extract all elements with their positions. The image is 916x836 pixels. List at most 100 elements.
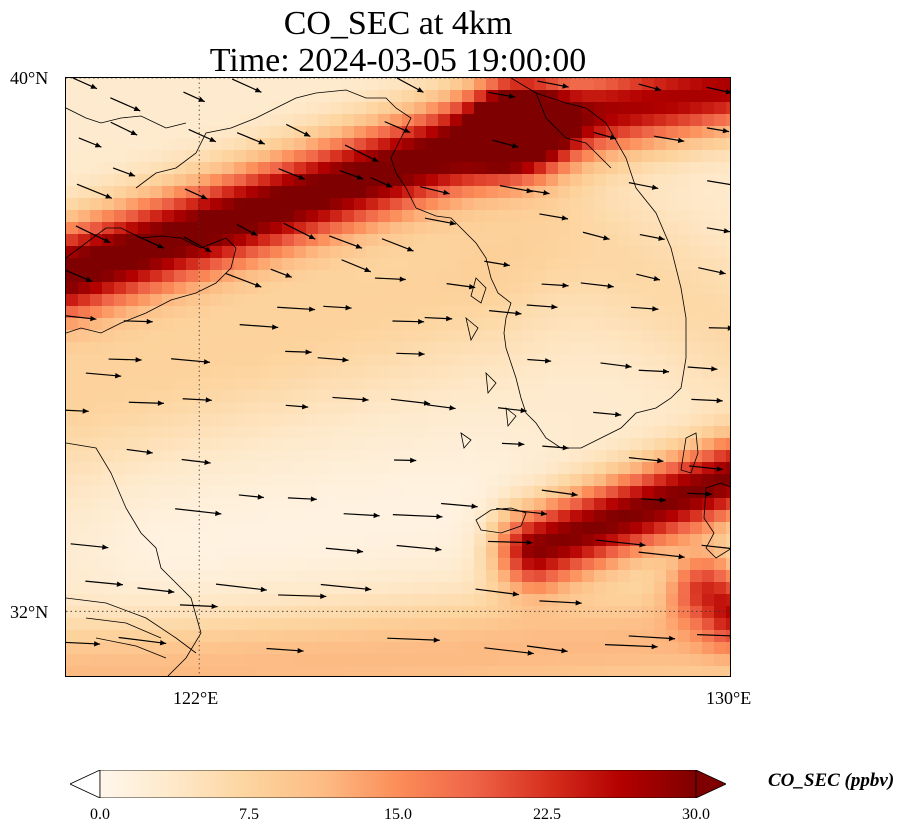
field-cell xyxy=(78,438,91,451)
field-cell xyxy=(606,198,619,211)
field-cell xyxy=(690,618,703,631)
field-cell xyxy=(450,474,463,487)
field-cell xyxy=(258,618,271,631)
lat-label-32n: 32°N xyxy=(10,602,49,622)
field-cell xyxy=(342,522,355,535)
field-cell xyxy=(438,270,451,283)
field-cell xyxy=(702,414,715,427)
field-cell xyxy=(534,306,547,319)
field-cell xyxy=(606,234,619,247)
field-cell xyxy=(714,186,727,199)
field-cell xyxy=(462,450,475,463)
field-cell xyxy=(282,186,295,199)
field-cell xyxy=(258,210,271,223)
field-cell xyxy=(714,630,727,643)
field-cell xyxy=(402,414,415,427)
field-cell xyxy=(462,342,475,355)
field-cell xyxy=(150,474,163,487)
field-cell xyxy=(390,174,403,187)
field-cell xyxy=(630,90,643,103)
field-cell xyxy=(186,234,199,247)
field-cell xyxy=(474,486,487,499)
field-cell xyxy=(102,78,115,91)
field-cell xyxy=(690,438,703,451)
field-cell xyxy=(714,582,727,595)
field-cell xyxy=(630,618,643,631)
field-cell xyxy=(426,522,439,535)
field-cell xyxy=(330,654,343,667)
wind-arrow xyxy=(441,502,478,509)
field-cell xyxy=(714,378,727,391)
colorbar-tick-3: 22.5 xyxy=(533,806,561,823)
field-cell xyxy=(462,642,475,655)
field-cell xyxy=(630,186,643,199)
field-cell xyxy=(306,438,319,451)
field-cell xyxy=(294,594,307,607)
field-cell xyxy=(678,486,691,499)
field-cell xyxy=(198,594,211,607)
field-cell xyxy=(714,330,727,343)
field-cell xyxy=(678,630,691,643)
field-cell xyxy=(546,498,559,511)
field-cell xyxy=(702,258,715,271)
field-cell xyxy=(366,390,379,403)
field-cell xyxy=(234,306,247,319)
field-cell xyxy=(150,282,163,295)
wind-arrow xyxy=(179,603,218,610)
field-cell xyxy=(246,354,259,367)
field-cell xyxy=(174,666,187,676)
field-cell xyxy=(330,162,343,175)
field-cell xyxy=(450,450,463,463)
field-cell xyxy=(426,450,439,463)
field-cell xyxy=(390,486,403,499)
field-cell xyxy=(90,498,103,511)
field-cell xyxy=(294,546,307,559)
field-cell xyxy=(438,558,451,571)
field-cell xyxy=(354,630,367,643)
field-cell xyxy=(306,150,319,163)
field-cell xyxy=(474,414,487,427)
field-cell xyxy=(546,102,559,115)
field-cell xyxy=(498,618,511,631)
field-cell xyxy=(618,414,631,427)
field-cell xyxy=(546,366,559,379)
field-cell xyxy=(582,450,595,463)
field-cell xyxy=(534,462,547,475)
field-cell xyxy=(378,330,391,343)
field-cell xyxy=(558,666,571,676)
field-cell xyxy=(198,174,211,187)
field-cell xyxy=(234,414,247,427)
field-cell xyxy=(678,366,691,379)
field-cell xyxy=(318,102,331,115)
field-cell xyxy=(678,390,691,403)
field-cell xyxy=(510,570,523,583)
figure-title-time: Time: 2024-03-05 19:00:00 xyxy=(209,42,587,79)
field-cell xyxy=(486,234,499,247)
field-cell xyxy=(606,402,619,415)
field-cell xyxy=(522,654,535,667)
field-cell xyxy=(282,198,295,211)
field-cell xyxy=(102,654,115,667)
field-cell xyxy=(102,366,115,379)
field-cell xyxy=(354,426,367,439)
field-cell xyxy=(330,462,343,475)
field-cell xyxy=(726,354,730,367)
field-cell xyxy=(234,366,247,379)
field-cell xyxy=(234,450,247,463)
field-cell xyxy=(474,342,487,355)
field-cell xyxy=(162,222,175,235)
field-cell xyxy=(582,126,595,139)
field-cell xyxy=(498,354,511,367)
field-cell xyxy=(306,270,319,283)
field-cell xyxy=(666,186,679,199)
field-cell xyxy=(594,318,607,331)
field-cell xyxy=(702,498,715,511)
field-cell xyxy=(378,186,391,199)
field-cell xyxy=(114,234,127,247)
field-cell xyxy=(702,378,715,391)
field-cell xyxy=(282,210,295,223)
field-cell xyxy=(354,306,367,319)
field-cell xyxy=(210,546,223,559)
field-cell xyxy=(306,330,319,343)
field-cell xyxy=(354,654,367,667)
